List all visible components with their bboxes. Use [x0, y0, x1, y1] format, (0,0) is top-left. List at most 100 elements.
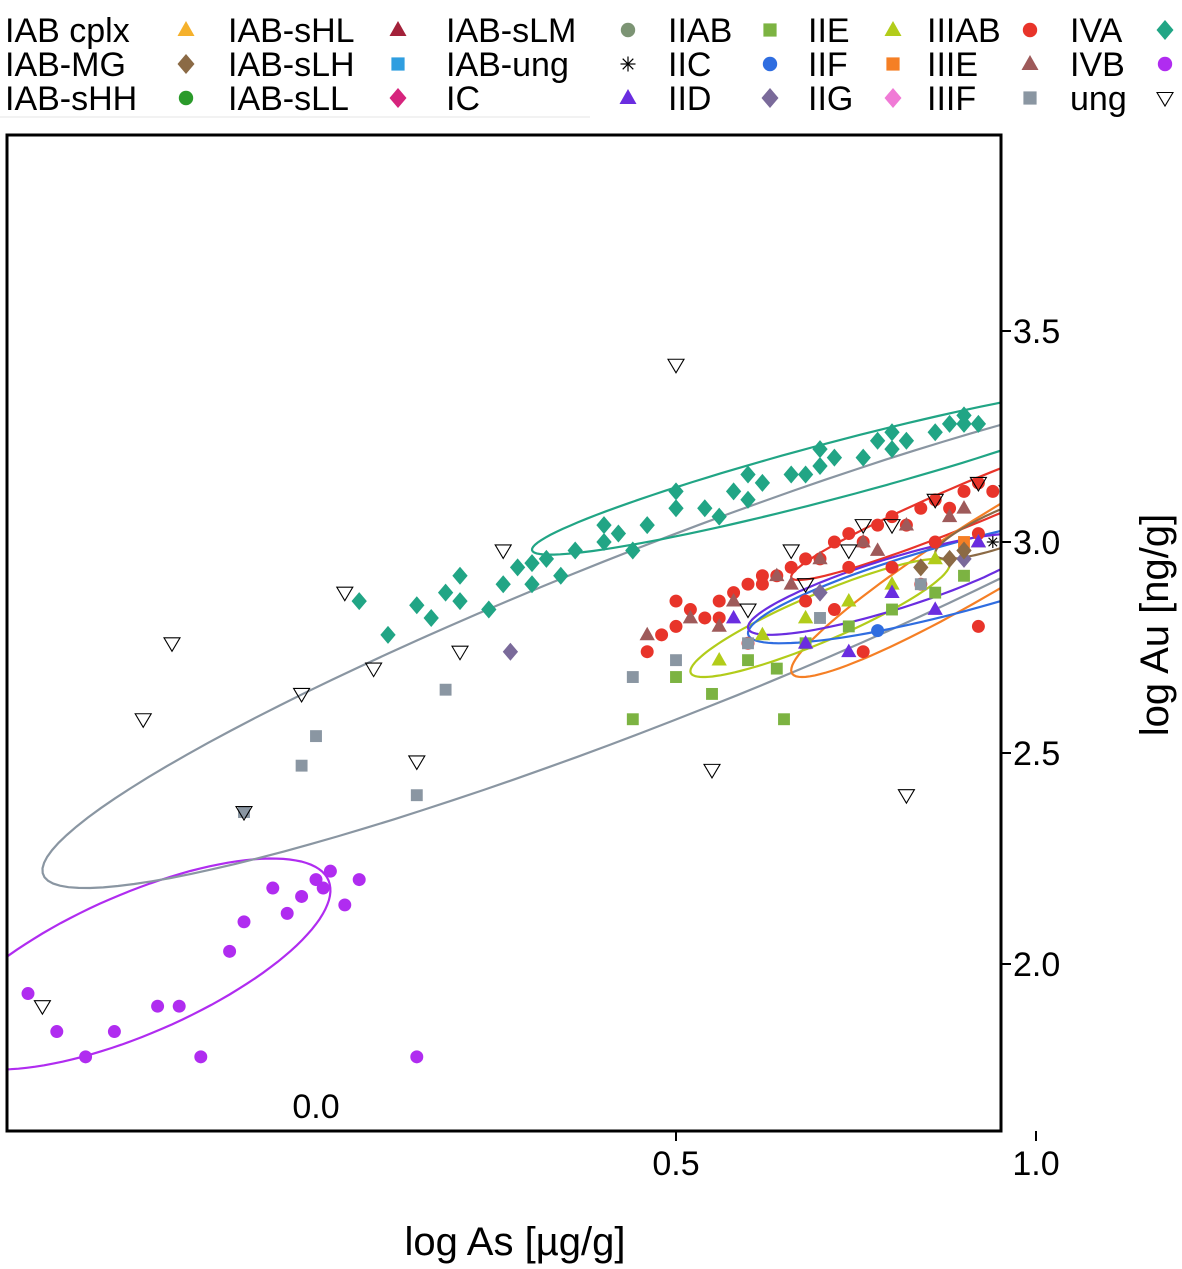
legend-marker-iie — [884, 21, 902, 36]
data-point-iiab — [958, 569, 970, 582]
data-point-iiiab — [1015, 468, 1028, 481]
data-point-iiiab — [1130, 417, 1143, 430]
legend-item-iid: IID — [668, 80, 779, 118]
data-point-ung — [839, 544, 858, 560]
data-point-iiiab — [1044, 451, 1057, 464]
data-point-iva — [725, 482, 742, 501]
data-point-iiiab — [712, 594, 726, 608]
legend-marker-ivb — [1157, 56, 1173, 72]
legend-label: IIE — [808, 12, 850, 50]
legend-marker-iic — [762, 56, 778, 72]
data-point-iva — [495, 575, 511, 594]
data-point-iva — [596, 533, 612, 551]
data-point-iva — [409, 596, 425, 615]
legend-item-iiif: IIIF — [927, 80, 1037, 118]
data-point-iva — [1028, 390, 1043, 408]
data-point-iiiab — [727, 586, 741, 600]
data-point-ung — [335, 586, 354, 602]
data-point-iva — [1014, 398, 1029, 416]
data-point-ivb — [194, 1050, 208, 1064]
data-point-ic — [841, 643, 857, 658]
data-point-iiab — [886, 603, 898, 616]
legend-marker-iid — [761, 88, 779, 108]
legend-label: IC — [446, 80, 480, 118]
data-point-iiiab — [928, 535, 942, 549]
ellipse-ic — [746, 533, 1001, 636]
data-point-iab-mg — [941, 549, 958, 568]
series-iic — [871, 624, 885, 638]
data-point-iab-ung — [986, 536, 999, 548]
y-tick-label: 3.5 — [1013, 313, 1060, 351]
ellipse-layer — [7, 401, 1001, 1071]
data-point-iab-ung — [1116, 485, 1128, 497]
data-point-iiif — [814, 612, 826, 624]
data-point-iva — [941, 414, 958, 433]
data-point-ivb — [309, 873, 323, 887]
data-point-ivb — [237, 915, 251, 929]
data-point-ivb — [21, 987, 35, 1001]
data-point-ung — [1014, 452, 1030, 466]
data-point-iva — [826, 448, 843, 467]
data-point-iiab — [742, 654, 754, 667]
legend-item-iiie: IIIE — [927, 46, 1039, 84]
data-point-iiiab — [698, 611, 712, 625]
legend-label: IAB-sLL — [228, 80, 349, 118]
data-point-iiie — [941, 508, 958, 523]
data-point-iig — [1129, 491, 1144, 509]
data-point-iab-ung — [1174, 460, 1182, 472]
data-point-iiiab — [655, 628, 669, 642]
data-point-iva — [754, 473, 771, 492]
data-point-iiie — [855, 533, 871, 548]
legend-marker-iab-slh — [391, 57, 405, 71]
legend-marker-iab-mg — [177, 54, 195, 74]
points-layer — [21, 358, 1182, 1064]
data-point-ung — [926, 493, 945, 509]
data-point-iab-mg — [1057, 499, 1072, 517]
data-point-iiiab — [1174, 409, 1182, 422]
data-point-ic — [884, 584, 900, 599]
legend-marker-iiie — [1021, 55, 1039, 70]
data-point-ung — [897, 789, 916, 805]
data-point-ivb — [223, 944, 237, 958]
data-point-iva — [927, 423, 943, 442]
legend-label: IIG — [808, 80, 853, 118]
data-point-ung — [739, 603, 757, 619]
plot-area — [5, 133, 1182, 1133]
data-point-iiiab — [1145, 417, 1158, 430]
legend-label: IIIE — [927, 46, 978, 84]
data-point-ung — [667, 358, 685, 374]
legend-item-iab-sll: IAB-sLL — [228, 80, 407, 118]
data-point-iva — [812, 440, 828, 459]
data-point-iiif — [742, 637, 754, 650]
legend-label: IIIF — [927, 80, 976, 118]
data-point-iva — [1086, 381, 1101, 399]
series-iiif — [238, 578, 927, 819]
data-point-iiie — [682, 609, 699, 624]
data-point-iiiab — [683, 603, 697, 617]
legend-item-iif: IIF — [808, 46, 900, 84]
data-point-ivb — [316, 881, 330, 895]
data-point-iab-slm — [1174, 443, 1182, 456]
data-point-iiie — [711, 618, 727, 632]
legend-item-iab-mg: IAB-MG — [5, 46, 195, 84]
data-point-iiiab — [669, 594, 683, 608]
data-point-ivb — [280, 906, 294, 920]
data-point-iab-sll — [1172, 423, 1182, 441]
legend-item-iab-shl: IAB-sHL — [228, 12, 407, 50]
data-point-ivb — [295, 890, 309, 903]
data-point-iid — [812, 583, 828, 602]
data-point-iab-mg — [913, 558, 929, 577]
x-axis-title: log As [µg/g] — [405, 1220, 626, 1264]
data-point-iie — [927, 550, 943, 565]
plot-frame — [5, 133, 1003, 1133]
legend-item-iab-cplx: IAB cplx — [5, 12, 195, 50]
data-point-iiiab — [799, 552, 813, 566]
y-tick-label: 3.0 — [1013, 524, 1060, 562]
data-point-iva — [740, 465, 756, 484]
data-point-iva — [452, 592, 468, 611]
data-point-iiie — [869, 542, 886, 556]
legend-item-iiab: IIAB — [668, 12, 777, 50]
data-point-iab-mg — [1115, 465, 1130, 483]
data-point-iiiab — [755, 577, 769, 591]
legend: IAB cplxIAB-MGIAB-sHHIAB-sHLIAB-sLHIAB-s… — [0, 12, 1174, 118]
